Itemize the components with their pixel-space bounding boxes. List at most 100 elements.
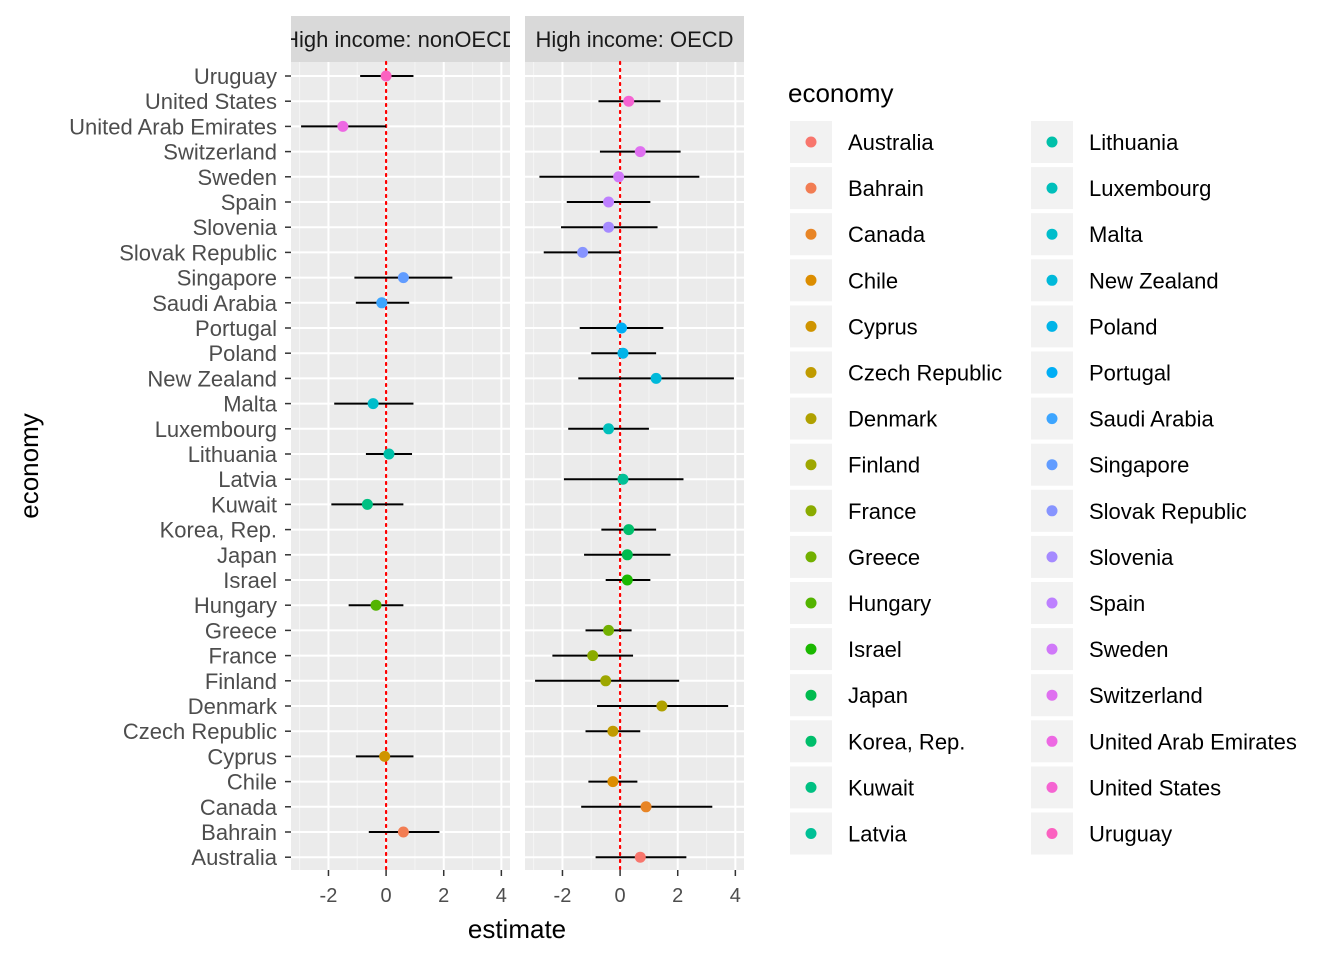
legend-swatch <box>1046 136 1058 148</box>
y-tick-label-poland: Poland <box>208 341 277 366</box>
y-tick-label-chile: Chile <box>227 770 277 795</box>
legend-item-uruguay: Uruguay <box>1031 812 1172 855</box>
legend-label: United States <box>1089 775 1221 800</box>
point-japan <box>621 549 633 561</box>
data-marks <box>301 70 453 838</box>
legend-label: Denmark <box>848 407 938 432</box>
legend-label: Bahrain <box>848 176 924 201</box>
legend-swatch <box>805 689 817 701</box>
legend-item-czech-republic: Czech Republic <box>790 351 1002 394</box>
point-czech-republic <box>607 725 619 737</box>
y-tick-label-slovenia: Slovenia <box>193 215 278 240</box>
y-axis-title: economy <box>14 413 44 519</box>
y-tick-label-spain: Spain <box>221 190 277 215</box>
legend-label: Israel <box>848 637 902 662</box>
legend-label: Uruguay <box>1089 822 1172 847</box>
point-slovak-republic <box>577 246 589 258</box>
legend-item-united-states: United States <box>1031 766 1221 809</box>
point-lithuania <box>383 448 395 460</box>
legend-swatch <box>805 735 817 747</box>
legend-swatch <box>1046 505 1058 517</box>
y-tick-label-slovak-republic: Slovak Republic <box>119 240 277 265</box>
legend-swatch <box>805 413 817 425</box>
y-tick-label-canada: Canada <box>200 795 278 820</box>
legend-label: Kuwait <box>848 775 914 800</box>
x-tick-label: 4 <box>496 885 507 907</box>
legend-item-denmark: Denmark <box>790 397 938 440</box>
point-portugal <box>616 322 628 334</box>
legend-label: Lithuania <box>1089 130 1179 155</box>
legend-item-sweden: Sweden <box>1031 628 1169 671</box>
legend-item-france: France <box>790 489 916 532</box>
legend-label: Chile <box>848 268 898 293</box>
legend-label: Sweden <box>1089 637 1169 662</box>
x-tick-label: -2 <box>320 885 338 907</box>
y-tick-label-switzerland: Switzerland <box>163 140 277 165</box>
legend-label: Switzerland <box>1089 683 1203 708</box>
point-malta <box>367 398 379 410</box>
legend-label: Japan <box>848 683 908 708</box>
legend-swatch <box>1046 320 1058 332</box>
point-greece <box>603 624 615 636</box>
x-axis-title: estimate <box>468 914 566 944</box>
point-sweden <box>613 171 625 183</box>
legend-label: Korea, Rep. <box>848 729 965 754</box>
legend-item-kuwait: Kuwait <box>790 766 914 809</box>
point-israel <box>621 574 633 586</box>
legend-item-latvia: Latvia <box>790 812 907 855</box>
data-marks <box>535 95 734 863</box>
x-tick-label: -2 <box>554 885 572 907</box>
legend-item-bahrain: Bahrain <box>790 167 924 210</box>
y-tick-label-greece: Greece <box>205 618 277 643</box>
y-tick-label-uruguay: Uruguay <box>194 64 277 89</box>
point-chile <box>607 776 619 788</box>
x-tick-label: 0 <box>381 885 392 907</box>
legend-item-singapore: Singapore <box>1031 443 1189 486</box>
point-poland <box>617 347 629 359</box>
legend-swatch <box>805 320 817 332</box>
y-tick-label-czech-republic: Czech Republic <box>123 719 277 744</box>
facet-panel-high-income-oecd: High income: OECD -2 0 2 4 <box>525 16 744 907</box>
legend-item-new-zealand: New Zealand <box>1031 259 1219 302</box>
legend-label: Greece <box>848 545 920 570</box>
strip-background <box>291 16 510 62</box>
point-bahrain <box>397 826 409 838</box>
legend-label: Cyprus <box>848 314 918 339</box>
legend: economy Australia Bahrain Canada Chile Cypru… <box>788 78 1297 855</box>
legend-item-luxembourg: Luxembourg <box>1031 167 1211 210</box>
legend-item-switzerland: Switzerland <box>1031 674 1203 717</box>
legend-item-slovenia: Slovenia <box>1031 535 1174 578</box>
point-switzerland <box>634 146 646 158</box>
legend-swatch <box>805 551 817 563</box>
point-hungary <box>370 599 382 611</box>
legend-swatch <box>1046 828 1058 839</box>
point-luxembourg <box>603 423 615 435</box>
legend-swatch <box>805 274 817 286</box>
y-tick-label-sweden: Sweden <box>197 165 277 190</box>
y-tick-label-united-arab-emirates: United Arab Emirates <box>69 114 277 139</box>
legend-swatch <box>805 828 817 839</box>
legend-label: Slovenia <box>1089 545 1174 570</box>
legend-item-canada: Canada <box>790 213 926 256</box>
y-tick-label-portugal: Portugal <box>195 316 277 341</box>
legend-swatch <box>1046 413 1058 425</box>
legend-item-israel: Israel <box>790 628 902 671</box>
panel-background <box>291 62 510 870</box>
legend-swatch <box>805 505 817 517</box>
legend-item-korea-rep: Korea, Rep. <box>790 720 965 763</box>
legend-swatch <box>1046 459 1058 471</box>
legend-swatch <box>805 136 817 148</box>
legend-item-malta: Malta <box>1031 213 1144 256</box>
y-tick-label-new-zealand: New Zealand <box>147 366 277 391</box>
legend-label: Singapore <box>1089 453 1189 478</box>
legend-label: Luxembourg <box>1089 176 1211 201</box>
legend-item-lithuania: Lithuania <box>1031 121 1179 163</box>
legend-item-cyprus: Cyprus <box>790 305 918 348</box>
legend-swatch <box>805 228 817 240</box>
point-spain <box>603 196 615 208</box>
point-canada <box>640 801 652 813</box>
legend-item-slovak-republic: Slovak Republic <box>1031 489 1247 532</box>
y-tick-label-saudi-arabia: Saudi Arabia <box>152 291 278 316</box>
legend-item-australia: Australia <box>790 121 934 163</box>
y-tick-label-latvia: Latvia <box>218 467 277 492</box>
